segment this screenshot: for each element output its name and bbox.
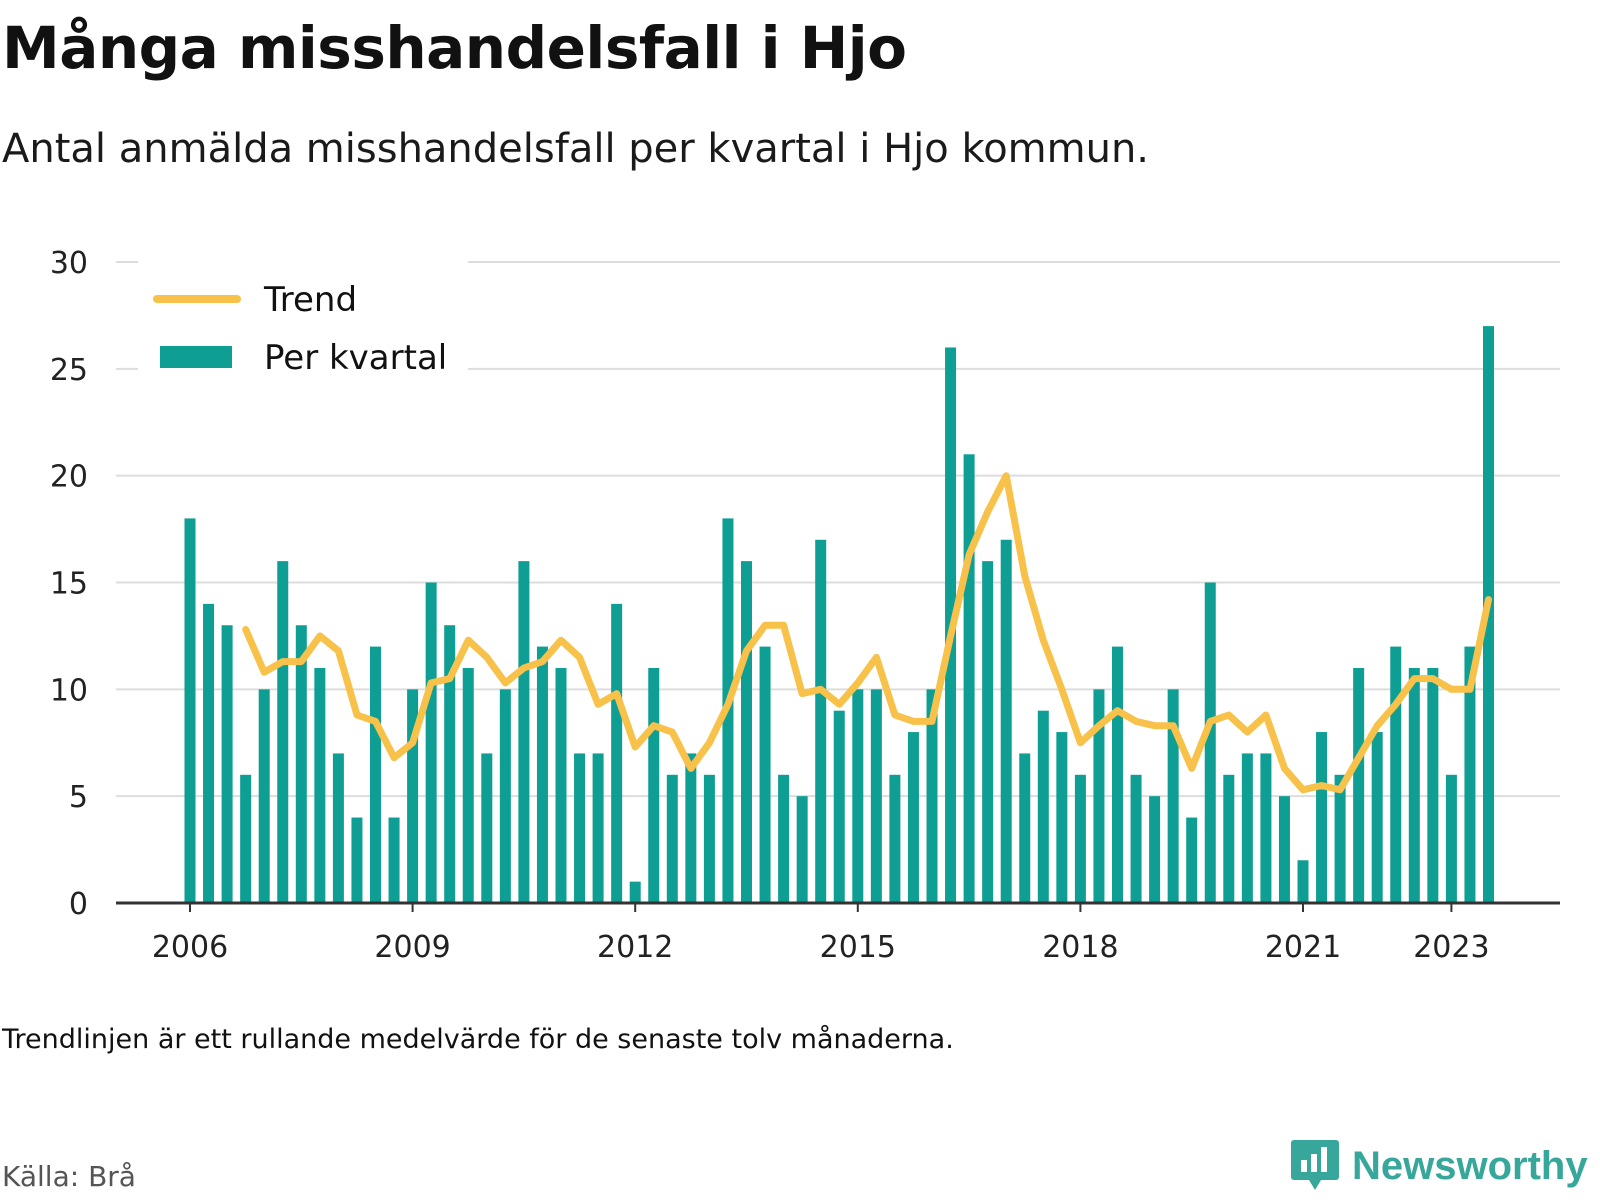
bar: [1464, 646, 1476, 903]
y-tick-label: 5: [69, 780, 88, 815]
y-tick-label: 25: [50, 353, 88, 388]
bar: [759, 646, 771, 903]
bar: [1353, 667, 1365, 903]
bar: [1260, 753, 1272, 903]
bar: [852, 689, 864, 903]
chart-title: Många misshandelsfall i Hjo: [2, 14, 907, 82]
legend-bar-label: Per kvartal: [264, 338, 447, 378]
y-tick-label: 0: [69, 887, 88, 922]
bar: [889, 774, 901, 903]
x-tick-label: 2023: [1413, 930, 1489, 965]
bar: [370, 646, 381, 903]
bar: [1037, 710, 1049, 903]
bar: [982, 561, 994, 903]
bar: [778, 774, 790, 903]
legend-bar-swatch: [160, 346, 232, 368]
bar: [1408, 667, 1420, 903]
trend-line: [242, 472, 1492, 794]
bar: [815, 539, 827, 903]
bar: [351, 817, 363, 903]
brand-name: Newsworthy: [1352, 1143, 1588, 1188]
bar: [796, 796, 808, 903]
bar: [1019, 753, 1031, 903]
bar: [388, 817, 400, 903]
bar: [295, 625, 307, 903]
bar: [1297, 860, 1309, 903]
chart-subtitle: Antal anmälda misshandelsfall per kvarta…: [2, 126, 1150, 172]
bar: [277, 561, 289, 903]
bar: [574, 753, 586, 903]
bar: [407, 689, 419, 903]
bar: [1445, 774, 1457, 903]
bar: [1371, 732, 1383, 903]
bar: [833, 710, 845, 903]
bar: [240, 774, 252, 903]
bar: [907, 732, 919, 903]
bar: [611, 603, 623, 903]
bar: [481, 753, 493, 903]
bar: [1074, 774, 1086, 903]
bar: [444, 625, 456, 903]
bar: [1204, 582, 1216, 903]
bar: [870, 689, 882, 903]
bar: [425, 582, 437, 903]
x-axis-ticks: 2006 2009 2012 2015 2018 2021 2023: [152, 903, 1490, 965]
bar: [555, 667, 567, 903]
bar: [314, 667, 326, 903]
bar: [518, 561, 530, 903]
y-tick-label: 30: [50, 246, 88, 281]
bar: [1056, 732, 1068, 903]
bar: [648, 667, 660, 903]
bar: [221, 625, 233, 903]
bar: [1334, 774, 1346, 903]
x-tick-label: 2012: [597, 930, 673, 965]
bar: [1167, 689, 1179, 903]
bar: [1241, 753, 1253, 903]
bar: [592, 753, 604, 903]
bar: [666, 774, 678, 903]
bar-line-chart: 0 5 10 15 20 25 30 2006 2009 2012 2015 2018 2021 202…: [50, 246, 1560, 965]
bar: [332, 753, 344, 903]
source-label: Källa: Brå: [2, 1160, 136, 1193]
y-axis-labels: 0 5 10 15 20 25 30: [50, 246, 88, 922]
bar: [1000, 539, 1012, 903]
legend: Trend Per kvartal: [138, 255, 468, 385]
bar: [184, 518, 196, 903]
bar: [1112, 646, 1123, 903]
footnote: Trendlinjen är ett rullande medelvärde f…: [2, 1024, 954, 1055]
y-tick-label: 10: [50, 673, 88, 708]
bar: [741, 561, 752, 903]
bars-per-kvartal: [184, 326, 1494, 904]
bar: [1316, 732, 1328, 903]
bar: [1427, 667, 1439, 903]
bar: [499, 689, 511, 903]
bar: [1186, 817, 1198, 903]
bar: [1278, 796, 1290, 903]
bar: [926, 689, 938, 903]
bar: [1093, 689, 1105, 903]
bar: [536, 646, 548, 903]
x-tick-label: 2015: [820, 930, 896, 965]
bar: [1223, 774, 1235, 903]
bar: [258, 689, 270, 903]
bar: [703, 774, 715, 903]
bar: [203, 603, 215, 903]
bar: [685, 753, 697, 903]
x-tick-label: 2006: [152, 930, 228, 965]
x-tick-label: 2021: [1265, 930, 1341, 965]
bar: [1390, 646, 1402, 903]
x-tick-label: 2018: [1042, 930, 1118, 965]
y-tick-label: 20: [50, 460, 88, 495]
bar: [629, 881, 641, 903]
newsworthy-logo: Newsworthy: [1290, 1136, 1588, 1196]
bar: [1130, 774, 1142, 903]
x-tick-label: 2009: [374, 930, 450, 965]
legend-trend-label: Trend: [263, 280, 357, 320]
newsworthy-logo-icon: [1291, 1140, 1339, 1190]
bar: [1149, 796, 1161, 903]
bar: [462, 667, 474, 903]
y-tick-label: 15: [50, 567, 88, 602]
bar: [963, 454, 975, 903]
